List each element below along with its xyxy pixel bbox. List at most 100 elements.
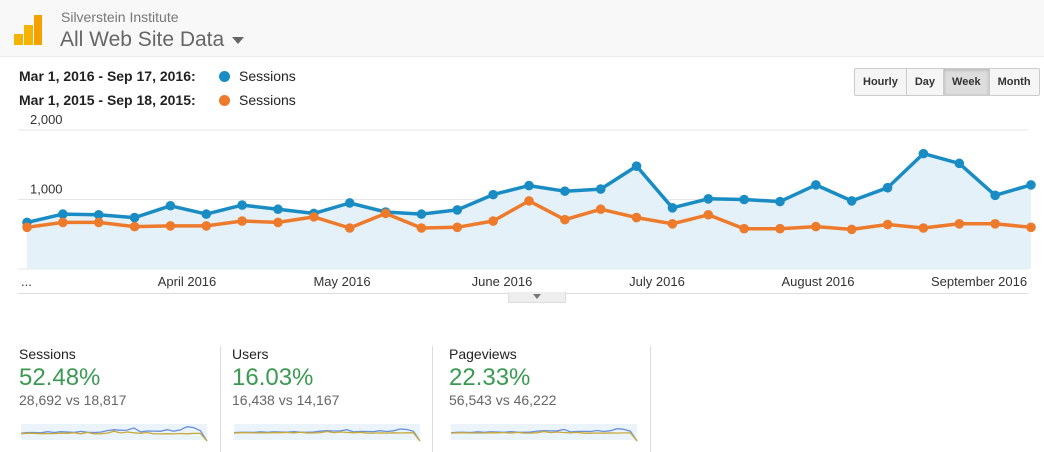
metric-users[interactable]: Users 16.03% 16,438 vs 14,167: [232, 346, 432, 452]
sparkline-current: [450, 428, 638, 442]
data-point-current: [703, 194, 714, 204]
account-name: Silverstein Institute: [61, 9, 179, 25]
data-point-previous: [201, 221, 212, 231]
metric-comparison: 56,543 vs 46,222: [449, 392, 557, 408]
sparkline-previous: [450, 430, 638, 442]
data-point-previous: [309, 212, 319, 222]
data-point-current: [560, 186, 570, 196]
metric-percent-change: 52.48%: [19, 364, 101, 391]
data-point-current: [93, 209, 104, 220]
data-point-current: [237, 200, 247, 210]
sparkline-previous: [233, 430, 421, 442]
data-point-previous: [775, 223, 785, 234]
legend-label: Sessions: [239, 68, 296, 84]
pageviews-sparkline: [450, 424, 638, 442]
sparkline-area: [21, 424, 207, 440]
metric-separator: [650, 346, 651, 452]
data-point-previous: [273, 217, 283, 228]
metric-label: Pageviews: [449, 346, 517, 362]
legend-item-current: Sessions: [219, 68, 296, 84]
data-point-current: [990, 190, 1000, 201]
data-point-current: [452, 205, 463, 215]
data-point-current: [954, 158, 965, 169]
legend-label: Sessions: [239, 92, 296, 108]
metric-percent-change: 16.03%: [232, 364, 314, 391]
data-point-current: [1026, 180, 1036, 190]
data-point-previous: [1026, 222, 1036, 233]
metric-comparison: 28,692 vs 18,817: [19, 392, 127, 408]
granularity-toggle: Hourly Day Week Month: [854, 68, 1040, 96]
data-point-current: [488, 189, 498, 200]
sparkline-current: [20, 426, 208, 442]
data-point-previous: [93, 217, 104, 228]
data-point-previous: [560, 214, 570, 225]
analytics-logo-icon: [14, 15, 42, 45]
x-tick-label: April 2016: [158, 274, 217, 289]
data-point-previous: [380, 208, 391, 219]
x-tick-label: September 2016: [931, 274, 1027, 289]
x-tick-label: August 2016: [781, 274, 854, 289]
day-button[interactable]: Day: [907, 69, 945, 95]
data-point-current: [129, 212, 140, 223]
data-point-previous: [990, 219, 1000, 229]
users-sparkline: [233, 424, 421, 442]
property-header: Silverstein Institute All Web Site Data: [0, 0, 1044, 57]
data-point-current: [631, 161, 642, 171]
data-point-current: [416, 209, 427, 219]
data-point-current: [739, 194, 749, 205]
data-point-previous: [739, 223, 749, 234]
metric-percent-change: 22.33%: [449, 364, 531, 391]
data-point-previous: [237, 216, 247, 226]
metric-label: Sessions: [19, 346, 76, 362]
data-point-previous: [811, 221, 821, 232]
hourly-button[interactable]: Hourly: [855, 69, 907, 95]
metric-pageviews[interactable]: Pageviews 22.33% 56,543 vs 46,222: [449, 346, 649, 452]
date-range-current: Mar 1, 2016 - Sep 17, 2016:: [19, 68, 196, 84]
x-tick-label: ...: [21, 274, 32, 289]
view-title: All Web Site Data: [60, 28, 225, 51]
data-point-previous: [22, 222, 32, 233]
sparkline-previous: [20, 430, 208, 442]
metric-comparison: 16,438 vs 14,167: [232, 392, 340, 408]
data-point-current: [344, 198, 355, 208]
data-point-current: [201, 209, 212, 219]
data-point-previous: [165, 221, 176, 231]
chevron-down-icon: [232, 36, 245, 44]
data-point-current: [524, 180, 534, 191]
data-point-current: [165, 200, 176, 211]
data-point-previous: [488, 216, 498, 226]
data-point-previous: [667, 219, 678, 229]
chart-collapse-toggle[interactable]: [508, 292, 566, 303]
month-button[interactable]: Month: [997, 76, 1031, 88]
data-point-current: [846, 196, 857, 206]
sparkline-current: [233, 428, 421, 442]
sessions-line-chart: 2,000 1,000... April 2016 May 2016 June 2016…: [18, 112, 1036, 289]
metric-separator: [220, 346, 221, 452]
data-point-previous: [344, 223, 355, 233]
x-tick-label: July 2016: [629, 274, 685, 289]
data-point-previous: [703, 209, 714, 220]
sessions-sparkline: [20, 424, 208, 442]
week-button[interactable]: Week: [944, 69, 990, 95]
metric-label: Users: [232, 346, 269, 362]
data-point-previous: [918, 223, 929, 233]
legend-item-previous: Sessions: [219, 92, 296, 108]
data-point-current: [775, 196, 785, 207]
series-area: [27, 153, 1031, 269]
data-point-previous: [416, 223, 427, 233]
view-selector[interactable]: All Web Site Data: [60, 28, 245, 52]
x-tick-label: May 2016: [313, 274, 370, 289]
legend-dot-icon: [219, 95, 230, 106]
data-point-previous: [129, 221, 140, 232]
data-point-current: [58, 209, 68, 219]
data-point-current: [595, 184, 606, 194]
data-point-previous: [882, 219, 893, 230]
y-tick-label: 2,000: [30, 112, 63, 127]
data-point-current: [811, 180, 821, 190]
metric-sessions[interactable]: Sessions 52.48% 28,692 vs 18,817: [19, 346, 219, 452]
data-point-previous: [595, 204, 606, 215]
data-point-previous: [524, 196, 534, 206]
y-tick-label: 1,000: [30, 182, 63, 197]
data-point-previous: [846, 224, 857, 235]
metric-separator: [432, 346, 433, 452]
